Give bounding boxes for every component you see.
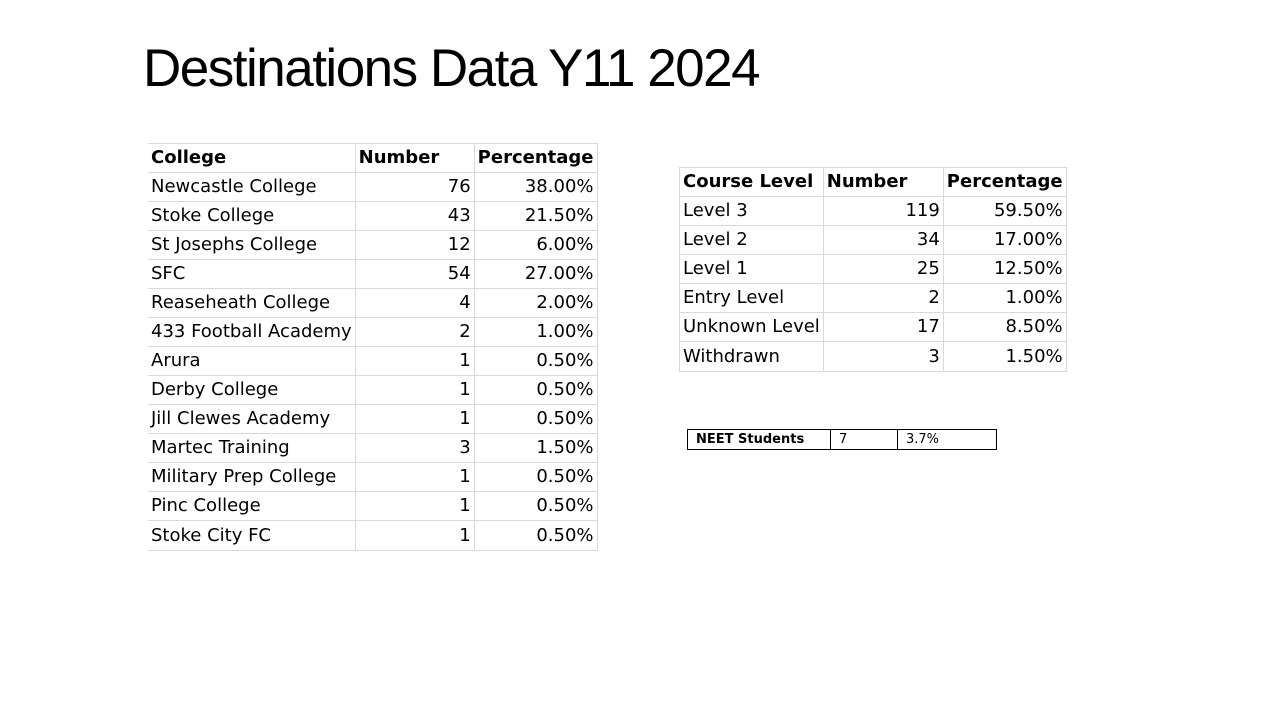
- percentage-cell: 1.50%: [474, 433, 598, 463]
- course-level-table: Course Level Number Percentage Level 3 1…: [679, 167, 1067, 372]
- college-name-cell: Derby College: [148, 375, 356, 405]
- number-column-header: Number: [823, 167, 944, 197]
- table-row: Newcastle College 76 38.00%: [148, 172, 598, 202]
- number-column-header: Number: [355, 143, 475, 173]
- table-row: SFC 54 27.00%: [148, 259, 598, 289]
- number-cell: 2: [823, 283, 944, 313]
- college-table: College Number Percentage Newcastle Coll…: [148, 143, 598, 551]
- number-cell: 76: [355, 172, 475, 202]
- percentage-cell: 1.00%: [943, 283, 1067, 313]
- table-row: Reaseheath College 4 2.00%: [148, 288, 598, 318]
- table-row: Jill Clewes Academy 1 0.50%: [148, 404, 598, 434]
- percentage-cell: 27.00%: [474, 259, 598, 289]
- percentage-cell: 0.50%: [474, 491, 598, 521]
- college-name-cell: Military Prep College: [148, 462, 356, 492]
- neet-row: NEET Students 7 3.7%: [687, 429, 997, 450]
- slide-title: Destinations Data Y11 2024: [143, 39, 761, 98]
- percentage-cell: 8.50%: [943, 312, 1067, 342]
- college-name-cell: Stoke College: [148, 201, 356, 231]
- number-cell: 3: [823, 341, 944, 372]
- number-cell: 54: [355, 259, 475, 289]
- table-row: Derby College 1 0.50%: [148, 375, 598, 405]
- percentage-cell: 17.00%: [943, 225, 1067, 255]
- college-name-cell: Martec Training: [148, 433, 356, 463]
- percentage-cell: 21.50%: [474, 201, 598, 231]
- percentage-cell: 0.50%: [474, 520, 598, 551]
- table-row: 433 Football Academy 2 1.00%: [148, 317, 598, 347]
- number-cell: 34: [823, 225, 944, 255]
- percentage-column-header: Percentage: [474, 143, 598, 173]
- course-level-cell: Level 1: [679, 254, 824, 284]
- number-cell: 119: [823, 196, 944, 226]
- number-cell: 4: [355, 288, 475, 318]
- table-row: Level 1 25 12.50%: [679, 254, 1067, 284]
- course-level-cell: Unknown Level: [679, 312, 824, 342]
- number-cell: 2: [355, 317, 475, 347]
- table-row: Military Prep College 1 0.50%: [148, 462, 598, 492]
- number-cell: 3: [355, 433, 475, 463]
- number-cell: 12: [355, 230, 475, 260]
- college-name-cell: SFC: [148, 259, 356, 289]
- percentage-cell: 1.50%: [943, 341, 1067, 372]
- college-table-header-row: College Number Percentage: [148, 143, 598, 173]
- table-row: Arura 1 0.50%: [148, 346, 598, 376]
- course-level-cell: Withdrawn: [679, 341, 824, 372]
- number-cell: 1: [355, 375, 475, 405]
- table-row: Level 2 34 17.00%: [679, 225, 1067, 255]
- percentage-cell: 1.00%: [474, 317, 598, 347]
- course-level-cell: Entry Level: [679, 283, 824, 313]
- college-column-header: College: [148, 143, 356, 173]
- percentage-cell: 2.00%: [474, 288, 598, 318]
- percentage-cell: 0.50%: [474, 375, 598, 405]
- course-level-cell: Level 3: [679, 196, 824, 226]
- college-name-cell: Jill Clewes Academy: [148, 404, 356, 434]
- number-cell: 1: [355, 520, 475, 551]
- number-cell: 17: [823, 312, 944, 342]
- neet-label-cell: NEET Students: [687, 429, 831, 450]
- college-name-cell: St Josephs College: [148, 230, 356, 260]
- course-level-column-header: Course Level: [679, 167, 824, 197]
- percentage-cell: 6.00%: [474, 230, 598, 260]
- college-name-cell: Reaseheath College: [148, 288, 356, 318]
- number-cell: 1: [355, 462, 475, 492]
- neet-percentage-cell: 3.7%: [897, 429, 997, 450]
- table-row: Withdrawn 3 1.50%: [679, 341, 1067, 372]
- number-cell: 1: [355, 491, 475, 521]
- college-name-cell: Newcastle College: [148, 172, 356, 202]
- percentage-cell: 0.50%: [474, 462, 598, 492]
- table-row: Unknown Level 17 8.50%: [679, 312, 1067, 342]
- college-name-cell: Arura: [148, 346, 356, 376]
- course-level-cell: Level 2: [679, 225, 824, 255]
- table-row: St Josephs College 12 6.00%: [148, 230, 598, 260]
- number-cell: 1: [355, 346, 475, 376]
- percentage-column-header: Percentage: [943, 167, 1067, 197]
- percentage-cell: 0.50%: [474, 404, 598, 434]
- table-row: Level 3 119 59.50%: [679, 196, 1067, 226]
- table-row: Stoke College 43 21.50%: [148, 201, 598, 231]
- course-table-header-row: Course Level Number Percentage: [679, 167, 1067, 197]
- table-row: Entry Level 2 1.00%: [679, 283, 1067, 313]
- number-cell: 43: [355, 201, 475, 231]
- college-name-cell: Pinc College: [148, 491, 356, 521]
- table-row: Stoke City FC 1 0.50%: [148, 520, 598, 551]
- number-cell: 1: [355, 404, 475, 434]
- table-row: Pinc College 1 0.50%: [148, 491, 598, 521]
- neet-summary-table: NEET Students 7 3.7%: [687, 429, 997, 450]
- percentage-cell: 38.00%: [474, 172, 598, 202]
- table-row: Martec Training 3 1.50%: [148, 433, 598, 463]
- percentage-cell: 0.50%: [474, 346, 598, 376]
- college-name-cell: Stoke City FC: [148, 520, 356, 551]
- number-cell: 25: [823, 254, 944, 284]
- college-name-cell: 433 Football Academy: [148, 317, 356, 347]
- percentage-cell: 59.50%: [943, 196, 1067, 226]
- neet-number-cell: 7: [830, 429, 898, 450]
- percentage-cell: 12.50%: [943, 254, 1067, 284]
